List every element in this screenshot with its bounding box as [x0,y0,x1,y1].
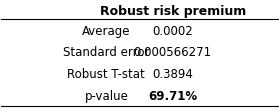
Text: Robust risk premium: Robust risk premium [100,5,246,18]
Text: Standard error: Standard error [63,46,150,59]
Text: 69.71%: 69.71% [148,89,197,102]
Text: 0.3894: 0.3894 [152,67,193,80]
Text: Robust T-stat: Robust T-stat [68,67,145,80]
Text: 0.0002: 0.0002 [152,24,193,37]
Text: p-value: p-value [85,89,128,102]
Text: Average: Average [82,24,131,37]
Text: 0.000566271: 0.000566271 [134,46,212,59]
